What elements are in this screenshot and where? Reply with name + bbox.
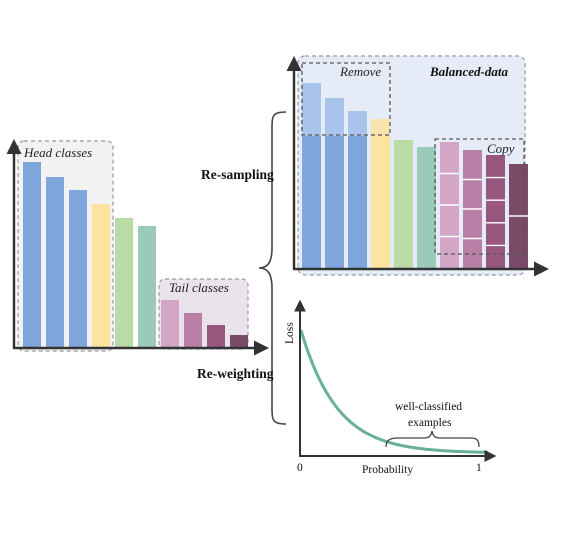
left-bar-6 (138, 226, 156, 347)
loss-y-label: Loss (284, 322, 296, 344)
left-bar-2 (46, 177, 64, 347)
tail-classes-label: Tail classes (169, 280, 229, 295)
right-bar-6 (417, 147, 436, 268)
right-bar-4 (371, 136, 390, 268)
well-classified-brace (385, 430, 480, 448)
remove-region (301, 62, 391, 136)
right-removed-bar-3 (348, 111, 367, 136)
right-removed-bar-4 (371, 119, 390, 136)
left-imbalanced-chart: Head classes Tail classes (6, 139, 269, 356)
right-bar-5 (394, 140, 413, 268)
head-classes-label: Head classes (23, 145, 92, 160)
right-bar-1 (302, 136, 321, 268)
resampling-label: Re-sampling (201, 167, 274, 182)
left-bars-group (23, 162, 248, 347)
examples-label: examples (408, 417, 452, 429)
left-bar-7 (161, 300, 179, 347)
right-balanced-chart: Remove Balanced-data Copy (286, 55, 549, 277)
method-brace: Re-sampling Re-weighting (197, 111, 287, 425)
right-removed-bar-1 (302, 83, 321, 136)
right-bar-2 (325, 136, 344, 268)
left-bar-9 (207, 325, 225, 347)
right-bar-9 (486, 155, 505, 268)
right-removed-bar-2 (325, 98, 344, 136)
loss-x-tick-1: 1 (476, 462, 482, 474)
loss-curve (299, 329, 488, 454)
left-bar-10 (230, 335, 248, 347)
left-bar-8 (184, 313, 202, 347)
loss-chart: Loss Probability 0 1 well-classified exa… (284, 299, 497, 476)
loss-x-label: Probability (362, 464, 413, 476)
head-classes-region (17, 140, 114, 352)
balanced-data-label: Balanced-data (429, 64, 508, 79)
reweighting-label: Re-weighting (197, 366, 274, 381)
well-classified-label: well-classified (395, 401, 462, 413)
left-bar-3 (69, 190, 87, 347)
loss-x-tick-0: 0 (297, 462, 303, 474)
remove-label: Remove (339, 64, 381, 79)
right-bar-3 (348, 136, 367, 268)
curly-brace (258, 111, 287, 425)
left-bar-4 (92, 204, 110, 347)
right-bars-group (302, 83, 528, 268)
copy-label: Copy (487, 141, 515, 156)
left-bar-5 (115, 218, 133, 347)
copy-region (434, 138, 525, 255)
left-bar-1 (23, 162, 41, 347)
